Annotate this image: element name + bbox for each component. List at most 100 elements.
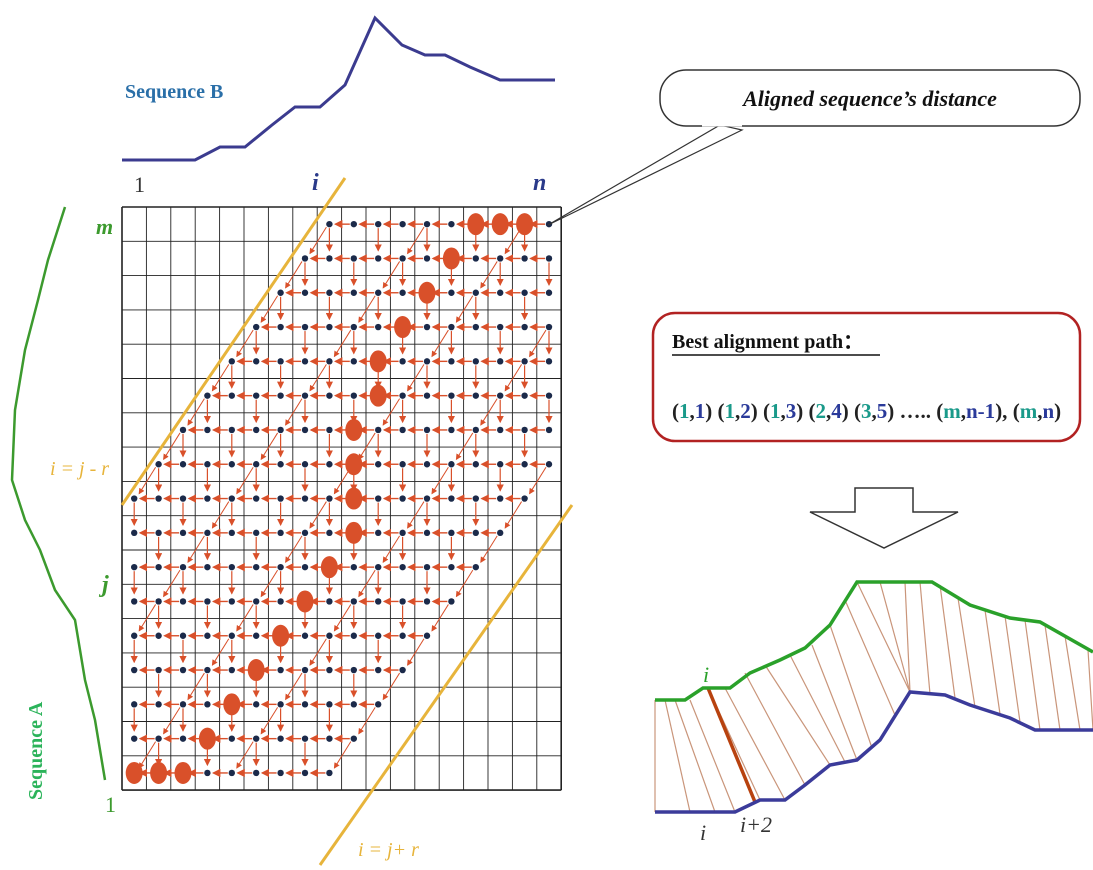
cell-dot [277, 324, 283, 330]
sequence-a-label: Sequence A [25, 701, 47, 800]
cell-dot [229, 461, 235, 467]
cell-dot [497, 495, 503, 501]
cell-dot [399, 667, 405, 673]
warp-link [690, 700, 735, 812]
cell-dot [448, 495, 454, 501]
cell-dot [204, 461, 210, 467]
cell-dot [131, 667, 137, 673]
cell-dot [277, 290, 283, 296]
warp-link [940, 585, 955, 698]
cell-dot [229, 735, 235, 741]
cell-dot [253, 770, 259, 776]
cell-dot [521, 392, 527, 398]
cell-dot [253, 461, 259, 467]
path-point [272, 625, 289, 647]
cell-dot [375, 221, 381, 227]
arrow-diagonal [359, 570, 375, 596]
cell-dot [302, 461, 308, 467]
cell-dot [448, 461, 454, 467]
cell-dot [448, 392, 454, 398]
cell-dot [155, 495, 161, 501]
cell-dot [155, 633, 161, 639]
cell-dot [131, 598, 137, 604]
cell-dot [546, 427, 552, 433]
cell-dot [424, 358, 430, 364]
cell-dot [375, 255, 381, 261]
arrow-diagonal [286, 673, 302, 699]
cell-dot [473, 461, 479, 467]
cell-dot [204, 667, 210, 673]
cell-dot [375, 701, 381, 707]
arrow-diagonal [334, 742, 350, 768]
arrow-diagonal [310, 227, 326, 253]
cell-dot [326, 633, 332, 639]
cell-dot [204, 598, 210, 604]
path-point [345, 419, 362, 441]
cell-dot [326, 358, 332, 364]
cell-dot [326, 290, 332, 296]
arrow-diagonal [408, 227, 424, 253]
cell-dot [155, 735, 161, 741]
cell-dot [351, 735, 357, 741]
cell-dot [399, 530, 405, 536]
cell-dot [424, 392, 430, 398]
cell-dot [497, 461, 503, 467]
arrow-diagonal [310, 502, 326, 528]
arrow-diagonal [188, 673, 204, 699]
cell-dot [351, 633, 357, 639]
arrow-diagonal [139, 742, 155, 768]
arrow-diagonal [383, 399, 399, 425]
cell-dot [302, 290, 308, 296]
cell-dot [253, 324, 259, 330]
path-point [467, 213, 484, 235]
path-point [321, 556, 338, 578]
cell-dot [424, 598, 430, 604]
arrow-diagonal [383, 261, 399, 287]
cell-dot [326, 701, 332, 707]
arrow-diagonal [408, 639, 424, 665]
cell-dot [497, 290, 503, 296]
cell-dot [351, 598, 357, 604]
cell-dot [497, 530, 503, 536]
cell-dot [473, 358, 479, 364]
cell-dot [351, 290, 357, 296]
cell-dot [302, 701, 308, 707]
cell-dot [302, 667, 308, 673]
cell-dot [326, 461, 332, 467]
cell-dot [375, 598, 381, 604]
cell-dot [302, 324, 308, 330]
cell-dot [180, 633, 186, 639]
arrow-diagonal [481, 261, 497, 287]
warp-link [1088, 650, 1093, 730]
cell-dot [229, 598, 235, 604]
arrow-diagonal [408, 502, 424, 528]
arrow-diagonal [164, 570, 180, 596]
cell-dot [399, 633, 405, 639]
cell-dot [473, 530, 479, 536]
cell-dot [277, 392, 283, 398]
arrow-diagonal [432, 467, 448, 493]
cell-dot [473, 564, 479, 570]
cell-dot [424, 461, 430, 467]
cell-dot [375, 290, 381, 296]
cell-dot [277, 564, 283, 570]
cell-dot [375, 324, 381, 330]
cell-dot [497, 358, 503, 364]
cell-dot [546, 461, 552, 467]
cell-dot [326, 255, 332, 261]
cell-dot [473, 255, 479, 261]
arrow-diagonal [383, 536, 399, 562]
cell-dot [546, 392, 552, 398]
warp-link [985, 610, 1000, 714]
cell-dot [302, 735, 308, 741]
cell-dot [326, 530, 332, 536]
arrow-diagonal [286, 399, 302, 425]
warp-label-i-plus-2: i+2 [740, 812, 772, 837]
warp-link [665, 700, 690, 812]
cell-dot [180, 701, 186, 707]
path-point [419, 282, 436, 304]
cell-dot [326, 392, 332, 398]
cell-dot [375, 427, 381, 433]
arrow-diagonal [530, 467, 546, 493]
cell-dot [399, 461, 405, 467]
